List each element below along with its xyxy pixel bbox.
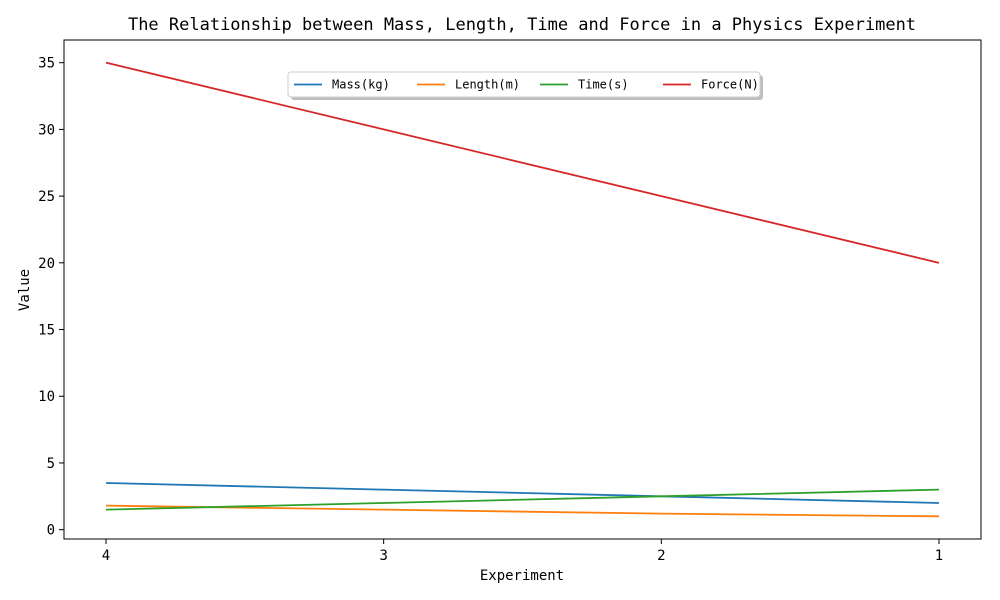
- series-lines: [105, 61, 940, 518]
- y-axis-label: Value: [17, 269, 33, 311]
- legend-box: [287, 71, 761, 98]
- legend-label: Length(m): [455, 78, 520, 92]
- x-tick-label: 2: [657, 548, 665, 564]
- y-tick-label: 25: [38, 189, 55, 205]
- chart-title: The Relationship between Mass, Length, T…: [128, 15, 916, 35]
- y-tick-label: 5: [47, 456, 55, 472]
- y-tick-label: 10: [38, 389, 55, 405]
- legend-label: Time(s): [578, 78, 629, 92]
- legend: Mass(kg) Length(m) Time(s) Force(N): [287, 71, 763, 100]
- series-line: [105, 488, 940, 511]
- legend-items: Mass(kg) Length(m) Time(s) Force(N): [294, 78, 759, 92]
- series-line: [105, 504, 940, 518]
- y-tick-label: 0: [47, 523, 55, 539]
- plot-frame: [63, 39, 982, 540]
- x-axis: 4 3 2 1: [102, 539, 943, 564]
- y-tick-label: 30: [38, 122, 55, 138]
- x-tick-label: 3: [379, 548, 387, 564]
- y-axis: 0 5 10 15 20 25 30 35: [38, 56, 64, 539]
- plot-area: [63, 39, 982, 540]
- y-tick-label: 35: [38, 56, 55, 72]
- series-line: [105, 61, 940, 264]
- x-tick-label: 1: [935, 548, 943, 564]
- y-tick-label: 15: [38, 323, 55, 339]
- legend-label: Force(N): [701, 78, 759, 92]
- x-tick-label: 4: [102, 548, 110, 564]
- y-tick-label: 20: [38, 256, 55, 272]
- legend-label: Mass(kg): [332, 78, 390, 92]
- x-axis-label: Experiment: [480, 568, 564, 584]
- series-line: [105, 482, 940, 504]
